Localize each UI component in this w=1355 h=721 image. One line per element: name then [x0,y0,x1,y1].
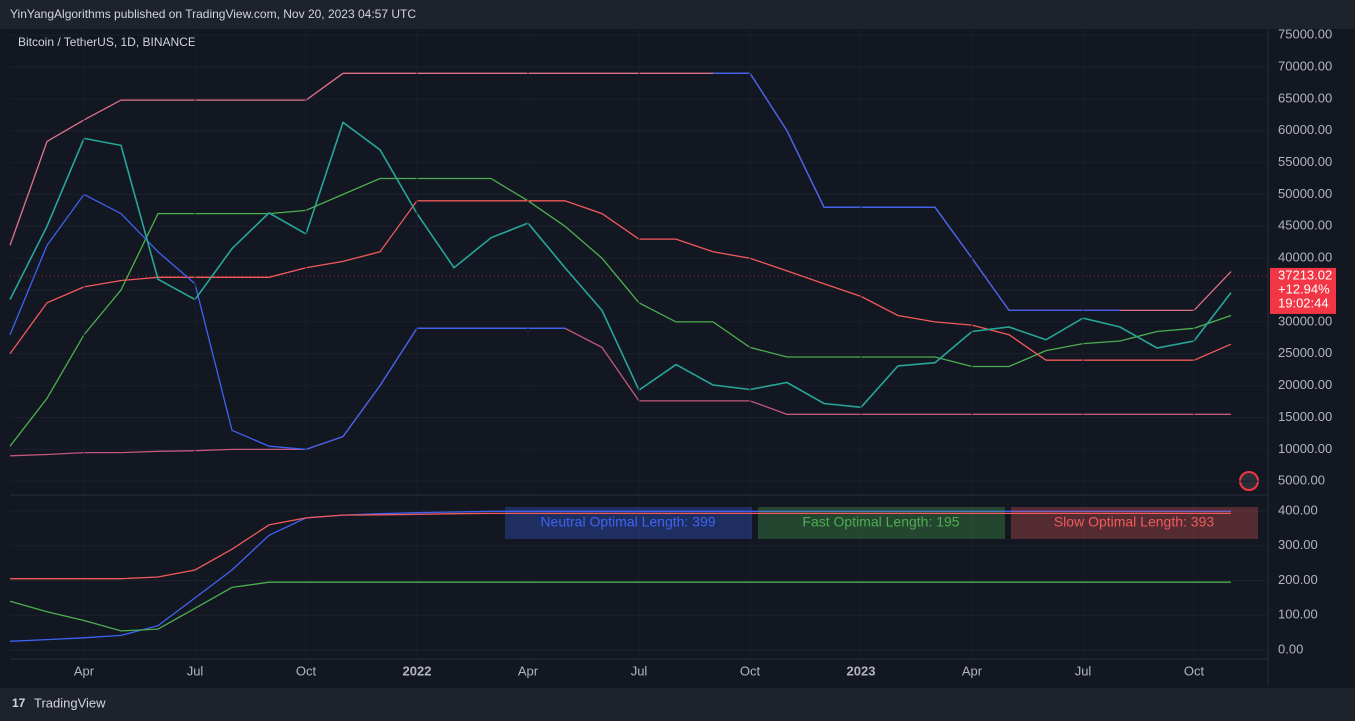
y-tick-label: 15000.00 [1278,409,1332,424]
series-line [9,121,1232,409]
y-tick-label: 70000.00 [1278,58,1332,73]
series-line [9,581,1231,632]
legend-bg [1011,507,1258,539]
y-tick-label: 20000.00 [1278,377,1332,392]
legend-label: Fast Optimal Length: 195 [802,514,959,530]
y-tick-label: 50000.00 [1278,186,1332,201]
legend-box: Fast Optimal Length: 195 [758,507,1005,539]
legend-label: Slow Optimal Length: 393 [1054,514,1215,530]
series-line [10,512,1231,580]
y-tick-label: 75000.00 [1278,27,1332,42]
legend-box: Slow Optimal Length: 393 [1011,507,1258,539]
y-tick-label: 25000.00 [1278,345,1332,360]
y-tick-label: 300.00 [1278,537,1318,552]
y-tick-label: 0.00 [1278,641,1303,656]
price-box [1270,267,1336,314]
y-tick-label: 45000.00 [1278,218,1332,233]
x-tick-label: Jul [1075,663,1092,678]
series-line [9,510,1231,642]
y-tick-label: 65000.00 [1278,90,1332,105]
x-tick-label: Oct [1184,663,1205,678]
x-tick-label: Oct [740,663,761,678]
series-line [9,72,1120,451]
price-countdown: 19:02:44 [1278,295,1329,310]
y-tick-label: 30000.00 [1278,313,1332,328]
legend-box: Neutral Optimal Length: 399 [505,507,752,539]
legend-bg [505,507,752,539]
footer-bar [0,688,1355,721]
x-tick-label: Apr [74,663,95,678]
series-line [9,200,1232,361]
series-line [9,177,1232,447]
y-tick-label: 10000.00 [1278,441,1332,456]
legend-bg [758,507,1005,539]
x-tick-label: Jul [187,663,204,678]
price-value: 37213.02 [1278,267,1332,282]
series-line [9,327,1231,457]
y-tick-label: 40000.00 [1278,250,1332,265]
footer-brand: TradingView [34,695,106,710]
x-tick-label: Oct [296,663,317,678]
x-tick-label: 2022 [403,663,432,678]
price-change: +12.94% [1278,281,1330,296]
header-bar [0,0,1355,29]
x-tick-label: Apr [518,663,539,678]
y-tick-label: 100.00 [1278,607,1318,622]
y-tick-label: 400.00 [1278,502,1318,517]
x-tick-label: Jul [631,663,648,678]
x-tick-label: 2023 [847,663,876,678]
chart-title: Bitcoin / TetherUS, 1D, BINANCE [18,35,196,49]
header-text: YinYangAlgorithms published on TradingVi… [10,7,416,21]
y-tick-label: 5000.00 [1278,473,1325,488]
legend-label: Neutral Optimal Length: 399 [540,514,715,530]
y-tick-label: 60000.00 [1278,122,1332,137]
footer-logo: 17 [12,696,26,710]
y-tick-label: 200.00 [1278,572,1318,587]
x-tick-label: Apr [962,663,983,678]
y-tick-label: 55000.00 [1278,154,1332,169]
